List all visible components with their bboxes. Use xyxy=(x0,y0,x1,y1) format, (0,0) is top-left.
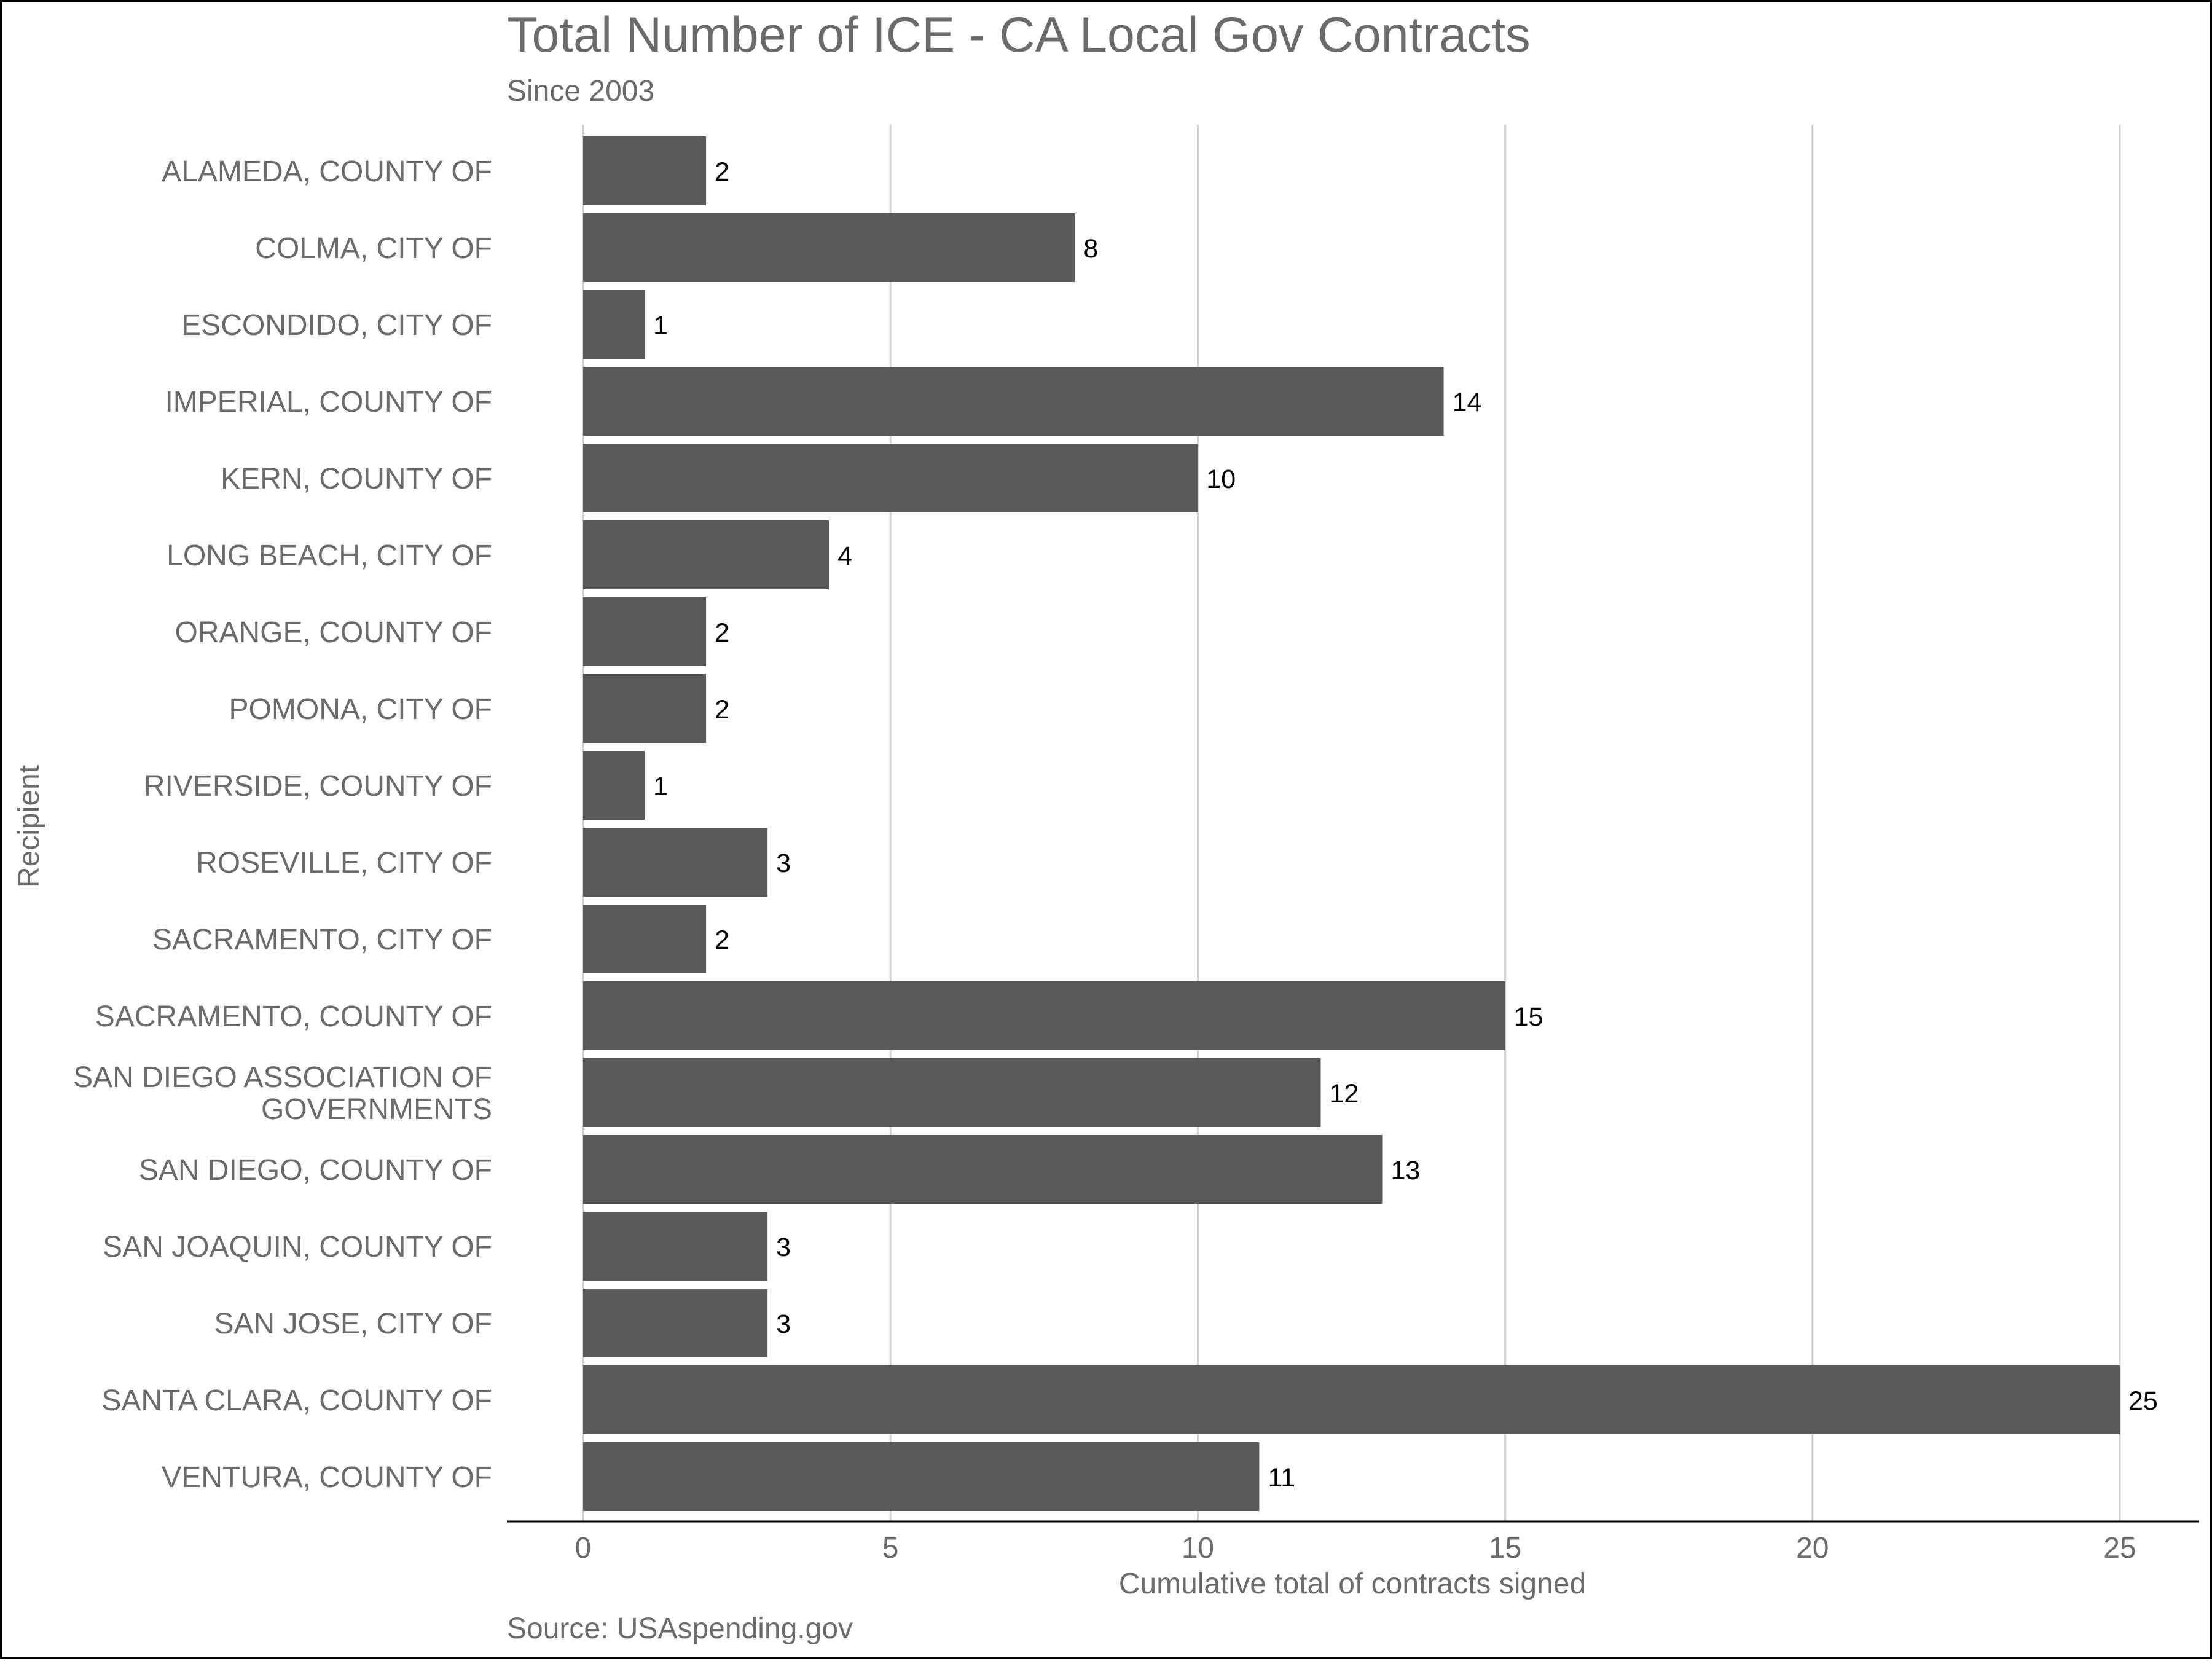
y-tick-label: SAN DIEGO ASSOCIATION OF GOVERNMENTS xyxy=(73,1061,492,1126)
bar xyxy=(583,905,707,973)
value-label: 14 xyxy=(1453,388,1482,417)
x-tick-label: 5 xyxy=(882,1532,899,1565)
bar xyxy=(583,1212,768,1281)
value-label: 3 xyxy=(776,1310,791,1339)
value-label: 2 xyxy=(715,157,729,187)
value-label: 2 xyxy=(715,618,729,648)
bar xyxy=(583,828,768,897)
y-tick-label: VENTURA, COUNTY OF xyxy=(162,1461,492,1494)
bar xyxy=(583,367,1444,436)
bar xyxy=(583,444,1198,512)
y-axis-tick-labels: ALAMEDA, COUNTY OF COLMA, CITY OF ESCONDID… xyxy=(73,155,492,1494)
y-tick-label: ALAMEDA, COUNTY OF xyxy=(162,155,492,188)
value-label: 4 xyxy=(837,541,852,571)
y-tick-label: ESCONDIDO, CITY OF xyxy=(181,309,492,342)
bar xyxy=(583,751,645,820)
y-tick-label: IMPERIAL, COUNTY OF xyxy=(165,386,492,418)
bar xyxy=(583,597,707,666)
y-tick-label: SANTA CLARA, COUNTY OF xyxy=(101,1384,492,1417)
bar xyxy=(583,1365,2120,1434)
x-axis-title: Cumulative total of contracts signed xyxy=(1119,1568,1586,1600)
bar xyxy=(583,136,707,205)
value-label: 3 xyxy=(776,849,791,878)
bar xyxy=(583,981,1505,1050)
chart-title: Total Number of ICE - CA Local Gov Contr… xyxy=(507,7,1531,63)
value-label: 15 xyxy=(1514,1002,1543,1032)
value-label: 13 xyxy=(1391,1156,1421,1185)
bar xyxy=(583,290,645,359)
y-tick-label: SACRAMENTO, CITY OF xyxy=(152,924,492,956)
value-label: 8 xyxy=(1083,234,1098,264)
y-tick-label: KERN, COUNTY OF xyxy=(221,463,492,495)
bar xyxy=(583,1135,1382,1204)
chart-caption: Source: USAspending.gov xyxy=(507,1612,853,1645)
y-tick-label: RIVERSIDE, COUNTY OF xyxy=(144,770,492,803)
x-axis-tick-labels: 0 5 10 15 20 25 xyxy=(575,1532,2136,1565)
y-tick-label: POMONA, CITY OF xyxy=(229,693,492,726)
y-tick-label: SAN JOSE, CITY OF xyxy=(214,1308,492,1340)
x-tick-label: 10 xyxy=(1182,1532,1214,1565)
value-label: 10 xyxy=(1206,465,1236,494)
x-tick-label: 20 xyxy=(1796,1532,1829,1565)
y-tick-label: COLMA, CITY OF xyxy=(255,232,492,265)
y-tick-label: SAN DIEGO, COUNTY OF xyxy=(139,1154,492,1187)
bar xyxy=(583,1289,768,1357)
value-label: 12 xyxy=(1329,1079,1359,1109)
bar xyxy=(583,1058,1321,1127)
bar xyxy=(583,674,707,743)
y-tick-label: LONG BEACH, CITY OF xyxy=(167,540,492,572)
bars xyxy=(583,136,2120,1511)
value-label: 11 xyxy=(1268,1463,1295,1493)
y-tick-label: SAN JOAQUIN, COUNTY OF xyxy=(103,1231,492,1263)
value-label: 1 xyxy=(653,311,668,340)
bar xyxy=(583,520,830,589)
y-tick-label: ROSEVILLE, CITY OF xyxy=(196,847,492,879)
x-tick-label: 0 xyxy=(575,1532,592,1565)
value-label: 25 xyxy=(2128,1386,2158,1416)
x-tick-label: 25 xyxy=(2103,1532,2136,1565)
y-axis-title: Recipient xyxy=(13,765,45,888)
y-tick-label: SACRAMENTO, COUNTY OF xyxy=(95,1000,492,1033)
value-label: 3 xyxy=(776,1233,791,1262)
value-label: 2 xyxy=(715,925,729,955)
value-label: 2 xyxy=(715,695,729,724)
gridlines xyxy=(582,125,2121,1522)
x-tick-label: 15 xyxy=(1489,1532,1521,1565)
bar xyxy=(583,213,1075,282)
y-tick-label: ORANGE, COUNTY OF xyxy=(175,616,493,649)
bar xyxy=(583,1442,1260,1511)
value-label: 1 xyxy=(653,772,668,801)
chart-subtitle: Since 2003 xyxy=(507,75,655,108)
